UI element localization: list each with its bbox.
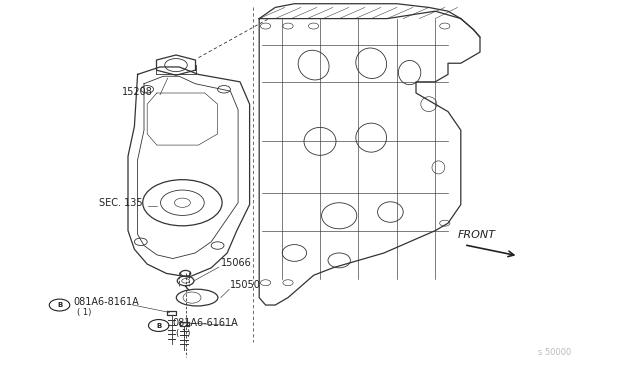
Text: s 50000: s 50000 [538,348,571,357]
Text: 15208: 15208 [122,87,152,97]
Text: ( 1): ( 1) [176,329,190,338]
Text: 15050: 15050 [230,280,261,290]
Text: ( 1): ( 1) [77,308,91,317]
Text: B: B [156,323,161,328]
Text: 081A6-6161A: 081A6-6161A [173,317,239,327]
Text: B: B [57,302,62,308]
Text: FRONT: FRONT [458,230,495,240]
Text: 081A6-8161A: 081A6-8161A [74,297,140,307]
Text: 15066: 15066 [221,258,252,268]
Text: SEC. 135: SEC. 135 [99,198,143,208]
